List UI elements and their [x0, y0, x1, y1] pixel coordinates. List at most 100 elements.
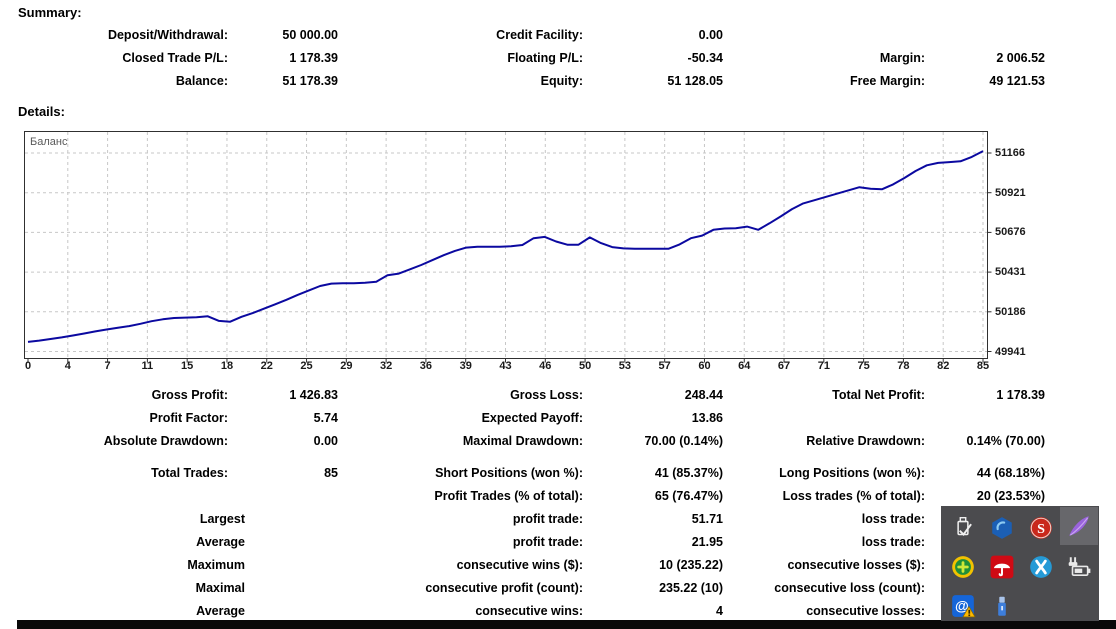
stat-label: Maximal Drawdown: [462, 434, 583, 448]
stat-label: consecutive losses: [806, 604, 925, 618]
stat-label: consecutive wins: [475, 604, 583, 618]
y-axis-label: 49941 [995, 345, 1026, 358]
x-axis-label: 78 [897, 360, 910, 372]
blue-x-icon[interactable] [1028, 554, 1054, 580]
stat-label: Profit Trades (% of total): [434, 489, 583, 503]
stat-value: -50.34 [687, 51, 723, 65]
x-axis-label: 60 [698, 360, 711, 372]
stat-value [245, 577, 338, 600]
x-axis-label: 53 [618, 360, 631, 372]
stat-value: 235.22 (10) [659, 581, 723, 595]
x-axis-label: 75 [857, 360, 870, 372]
stat-value [245, 531, 338, 554]
x-axis-label: 32 [380, 360, 393, 372]
stat-value: 4 [716, 604, 723, 618]
x-axis-label: 15 [181, 360, 194, 372]
stat-label: Gross Loss: [510, 388, 583, 402]
stat-value: 248.44 [684, 388, 723, 402]
stat-value: 0.00 [313, 434, 338, 448]
x-axis-label: 64 [738, 360, 751, 372]
stat-label: Free Margin: [849, 74, 925, 88]
table-row: Maximum consecutive wins ($): 10 (235.22) c… [0, 554, 1045, 577]
x-axis-label: 0 [24, 360, 32, 372]
table-row: Average consecutive wins: 4 consecutive los… [0, 600, 1045, 623]
stat-label: Maximum [187, 558, 245, 572]
feather-icon[interactable] [1066, 513, 1092, 539]
safely-remove-hardware-icon[interactable] [950, 515, 976, 541]
table-row: Gross Profit: 1 426.83 Gross Loss: 248.44 To… [0, 384, 1045, 407]
stat-label: Total Net Profit: [832, 388, 925, 402]
stat-label: loss trade: [861, 512, 925, 526]
balance-chart [24, 131, 1004, 377]
avira-umbrella-icon[interactable] [989, 554, 1015, 580]
y-axis-label: 50921 [995, 186, 1026, 199]
green-plus-icon[interactable] [950, 554, 976, 580]
email-warning-icon[interactable]: @ [950, 593, 976, 619]
stat-value: 13.86 [691, 411, 723, 425]
stat-label: consecutive losses ($): [787, 558, 925, 572]
table-row: Total Trades: 85 Short Positions (won %): 4… [0, 462, 1045, 485]
stat-value: 65 (76.47%) [654, 489, 723, 503]
stat-value [925, 24, 1045, 47]
svg-text:@: @ [955, 597, 969, 613]
stat-label: Relative Drawdown: [806, 434, 925, 448]
x-axis-label: 4 [64, 360, 71, 372]
power-plug-icon[interactable] [1066, 554, 1092, 580]
stat-label [0, 485, 228, 508]
stat-label [723, 24, 925, 47]
stat-value [245, 554, 338, 577]
x-axis-label: 36 [419, 360, 433, 372]
stat-value: 85 [324, 466, 338, 480]
stat-value: 1 178.39 [289, 51, 338, 65]
stat-label: profit trade: [512, 512, 583, 526]
stat-label: Credit Facility: [496, 28, 583, 42]
stat-label: consecutive profit (count): [425, 581, 583, 595]
stat-value: 51.71 [691, 512, 723, 526]
stat-value: 5.74 [313, 411, 338, 425]
stat-label: Total Trades: [151, 466, 228, 480]
stat-label: Expected Payoff: [481, 411, 583, 425]
stat-value: 50 000.00 [282, 28, 338, 42]
stat-label: Equity: [540, 74, 583, 88]
table-row: Average profit trade: 21.95 loss trade: [0, 531, 1045, 554]
stat-value: 51 178.39 [282, 74, 338, 88]
stat-label: Profit Factor: [149, 411, 228, 425]
stat-label: Short Positions (won %): [435, 466, 583, 480]
x-axis-label: 57 [658, 360, 671, 372]
x-axis-label: 39 [459, 360, 472, 372]
stat-label: Balance: [175, 74, 228, 88]
stat-value: 41 (85.37%) [654, 466, 723, 480]
details-heading: Details: [18, 104, 65, 119]
blue-orb-icon[interactable] [989, 515, 1015, 541]
stat-label: Average [196, 535, 245, 549]
y-axis-label: 50186 [995, 305, 1026, 318]
stat-label [723, 407, 925, 430]
stat-label: Loss trades (% of total): [782, 489, 925, 503]
x-axis-label: 67 [777, 360, 791, 372]
x-axis-label: 85 [976, 360, 990, 372]
x-axis-label: 71 [817, 360, 830, 372]
stat-label: Closed Trade P/L: [122, 51, 228, 65]
stat-value [228, 485, 338, 508]
stat-label: consecutive loss (count): [774, 581, 925, 595]
chart-legend-label: Баланс [30, 136, 68, 148]
x-axis-label: 7 [104, 360, 111, 372]
usb-drive-icon[interactable] [989, 593, 1015, 619]
table-row: Profit Trades (% of total): 65 (76.47%) Lo… [0, 485, 1045, 508]
y-axis-label: 50676 [995, 226, 1026, 239]
stat-value: 49 121.53 [989, 74, 1045, 88]
x-axis-label: 18 [220, 360, 234, 372]
stat-label: consecutive wins ($): [456, 558, 583, 572]
y-axis-label: 50431 [995, 266, 1026, 279]
table-row: Absolute Drawdown: 0.00 Maximal Drawdown: 7… [0, 430, 1045, 453]
tray-overflow-panel[interactable]: S @ [941, 506, 1099, 621]
stat-value: 1 178.39 [996, 388, 1045, 402]
taskbar-edge[interactable] [17, 620, 1116, 629]
table-row: Deposit/Withdrawal: 50 000.00 Credit Facil… [0, 24, 1045, 47]
y-axis-label: 51166 [995, 147, 1025, 159]
red-s-icon[interactable]: S [1028, 515, 1054, 541]
stat-label: Maximal [195, 581, 245, 595]
summary-heading: Summary: [18, 5, 82, 20]
table-row: Maximal consecutive profit (count): 235.22… [0, 577, 1045, 600]
x-axis-label: 11 [141, 360, 154, 372]
